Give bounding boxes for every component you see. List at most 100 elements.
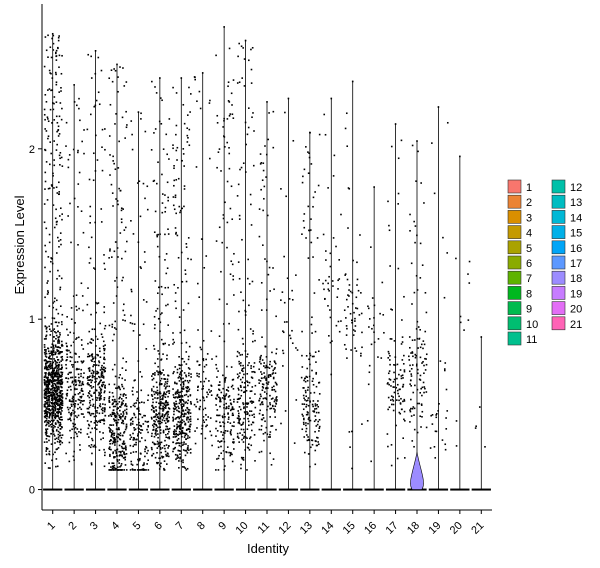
violin-12 xyxy=(278,97,299,491)
x-tick-label: 7 xyxy=(174,520,187,533)
violin-body xyxy=(410,452,424,490)
violin-base xyxy=(64,488,84,491)
legend-label: 7 xyxy=(526,273,532,285)
points-9 xyxy=(215,26,235,471)
x-tick-label: 10 xyxy=(234,520,251,537)
legend-item-5: 5 xyxy=(507,240,532,255)
legend-label: 6 xyxy=(526,258,532,270)
legend-swatch xyxy=(507,301,522,315)
legend-swatch xyxy=(551,270,566,285)
points-18 xyxy=(408,140,428,448)
violin-14 xyxy=(321,97,341,491)
x-axis-title: Identity xyxy=(247,541,289,556)
x-tick-label: 11 xyxy=(256,520,273,537)
legend-label: 8 xyxy=(526,288,532,300)
legend-swatch xyxy=(507,225,522,239)
violin-base xyxy=(385,488,406,491)
legend-swatch xyxy=(551,179,566,194)
x-tick-label: 12 xyxy=(276,520,293,537)
points-13 xyxy=(300,131,321,468)
x-tick-label: 6 xyxy=(152,520,165,533)
axes xyxy=(38,4,492,514)
violin-2 xyxy=(64,84,84,491)
points-12 xyxy=(280,97,299,444)
violin-19 xyxy=(428,106,449,491)
points-14 xyxy=(322,97,342,376)
legend-item-19: 19 xyxy=(551,286,582,300)
points-1 xyxy=(43,32,64,469)
legend-swatch xyxy=(507,270,522,285)
legend-swatch xyxy=(507,331,522,346)
legend-item-18: 18 xyxy=(551,270,582,285)
violin-base xyxy=(171,488,191,491)
points-10 xyxy=(236,39,257,471)
legend-item-2: 2 xyxy=(507,194,532,209)
violin-base xyxy=(343,488,363,491)
points-5 xyxy=(129,111,150,471)
legend-swatch xyxy=(551,240,566,255)
violin-17 xyxy=(385,123,406,491)
legend-label: 3 xyxy=(526,212,532,224)
x-tick-label: 9 xyxy=(216,520,229,533)
violin-base xyxy=(214,488,234,491)
x-tick-label: 18 xyxy=(405,520,422,537)
points-20 xyxy=(455,155,471,447)
violin-base xyxy=(300,488,320,491)
points-4 xyxy=(108,63,128,471)
violin-11 xyxy=(257,101,277,491)
violin-7 xyxy=(171,77,191,491)
x-tick-label: 2 xyxy=(66,520,79,533)
violin-base xyxy=(321,488,341,491)
legend-item-7: 7 xyxy=(507,270,532,285)
y-tick-label: 2 xyxy=(29,144,35,156)
violin-13 xyxy=(300,131,320,491)
violin-9 xyxy=(214,26,234,491)
legend-item-13: 13 xyxy=(551,194,582,209)
y-axis-title: Expression Level xyxy=(12,195,27,294)
legend-swatch xyxy=(507,179,522,194)
legend-label: 19 xyxy=(570,288,582,300)
violin-base xyxy=(278,488,299,491)
legend-item-3: 3 xyxy=(507,210,532,224)
legend-item-20: 20 xyxy=(551,301,582,316)
jitter-points xyxy=(43,26,486,471)
points-21 xyxy=(474,336,486,448)
violin-16 xyxy=(364,186,384,491)
legend-item-4: 4 xyxy=(507,225,532,240)
legend-item-17: 17 xyxy=(551,255,582,270)
y-tick-label: 1 xyxy=(29,314,35,326)
legend-label: 16 xyxy=(570,243,582,255)
points-19 xyxy=(429,106,449,459)
points-7 xyxy=(172,77,192,471)
legend-label: 12 xyxy=(570,182,582,194)
points-6 xyxy=(150,77,171,471)
x-tick-label: 15 xyxy=(341,520,358,537)
legend-swatch xyxy=(507,210,522,224)
violin-base xyxy=(150,488,170,491)
legend-item-1: 1 xyxy=(507,179,532,194)
x-tick-label: 21 xyxy=(469,520,486,537)
x-tick-label: 16 xyxy=(362,520,379,537)
violin-base xyxy=(107,488,127,491)
legend-item-10: 10 xyxy=(507,316,538,331)
points-2 xyxy=(65,84,85,463)
x-tick-label: 14 xyxy=(319,520,336,537)
legend-label: 5 xyxy=(526,243,532,255)
violin-3 xyxy=(85,50,106,491)
x-tick-label: 13 xyxy=(298,520,315,537)
violin-base xyxy=(43,488,63,491)
legend-swatch xyxy=(551,286,566,300)
legend-label: 17 xyxy=(570,258,582,270)
legend-label: 14 xyxy=(570,212,582,224)
legend-item-9: 9 xyxy=(507,301,532,316)
legend-item-15: 15 xyxy=(551,225,582,240)
violin-base xyxy=(471,488,491,491)
legend-label: 11 xyxy=(526,334,537,346)
legend-swatch xyxy=(551,194,566,209)
legend-label: 9 xyxy=(526,304,532,316)
violin-base xyxy=(128,488,149,491)
violin-base xyxy=(364,488,384,491)
x-tick-label: 8 xyxy=(195,520,208,533)
violin-15 xyxy=(343,80,363,491)
